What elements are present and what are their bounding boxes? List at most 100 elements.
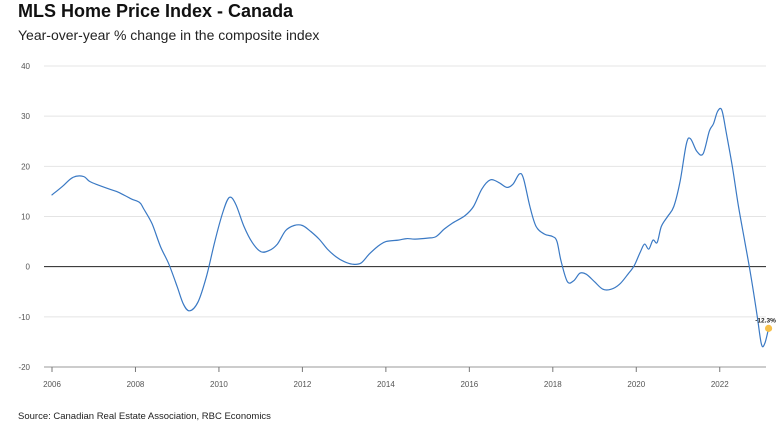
data-point [634, 265, 635, 266]
data-point [152, 223, 153, 224]
data-point [567, 281, 568, 282]
data-point [243, 226, 244, 227]
chart-title: MLS Home Price Index - Canada [18, 1, 294, 21]
x-tick-label: 2008 [127, 380, 145, 389]
source-note: Source: Canadian Real Estate Association… [18, 411, 271, 422]
y-axis-tick-labels: -20 -10 0 10 20 30 40 [18, 62, 30, 372]
data-point [406, 238, 407, 239]
data-point [679, 181, 680, 182]
data-point [229, 197, 230, 198]
data-point [561, 261, 562, 262]
data-point [506, 187, 507, 188]
data-point [197, 301, 198, 302]
y-tick-label: 20 [21, 162, 30, 171]
series-line [51, 107, 770, 348]
data-point [302, 225, 303, 226]
y-tick-label: 0 [26, 263, 31, 272]
data-point [83, 176, 84, 177]
x-tick-label: 2006 [43, 380, 61, 389]
data-point [696, 151, 697, 152]
data-point [644, 243, 645, 244]
latest-value-marker[interactable] [764, 324, 773, 332]
data-point [657, 242, 658, 243]
data-point [498, 182, 499, 183]
data-point [427, 237, 428, 238]
data-point [223, 211, 224, 212]
data-point [177, 286, 178, 287]
data-point [544, 233, 545, 234]
x-tick-label: 2016 [460, 380, 478, 389]
data-point [725, 131, 726, 132]
data-point [352, 264, 353, 265]
data-point [293, 225, 294, 226]
data-point [764, 343, 765, 344]
data-point [235, 203, 236, 204]
x-tick-label: 2020 [627, 380, 645, 389]
data-point [444, 228, 445, 229]
data-point [536, 226, 537, 227]
data-point [385, 241, 386, 242]
data-point [594, 281, 595, 282]
data-point [619, 284, 620, 285]
x-tick-label: 2022 [711, 380, 729, 389]
chart-subtitle: Year-over-year % change in the composite… [18, 27, 320, 43]
data-point [673, 206, 674, 207]
data-point [89, 181, 90, 182]
x-axis: 2006 2008 2010 2012 2014 2016 2018 2020 2022 [43, 366, 766, 389]
y-tick-label: -20 [18, 363, 30, 372]
data-point [713, 123, 714, 124]
data-point [465, 215, 466, 216]
data-point [513, 183, 514, 184]
data-point [110, 189, 111, 190]
data-point [586, 274, 587, 275]
data-point [435, 236, 436, 237]
data-point [667, 216, 668, 217]
x-tick-label: 2010 [210, 380, 228, 389]
data-point [761, 344, 762, 345]
data-point [277, 243, 278, 244]
data-point [686, 143, 687, 144]
data-point [139, 202, 140, 203]
data-point [552, 236, 553, 237]
data-point [344, 261, 345, 262]
data-point [72, 177, 73, 178]
data-point [721, 110, 722, 111]
data-point [318, 238, 319, 239]
data-point [738, 206, 739, 207]
data-point [602, 289, 603, 290]
data-point [652, 239, 653, 240]
data-point [268, 250, 269, 251]
data-point [709, 131, 710, 132]
data-point [750, 276, 751, 277]
data-point [490, 179, 491, 180]
data-point [523, 178, 524, 179]
data-point [62, 186, 63, 187]
x-tick-label: 2014 [377, 380, 395, 389]
data-point [310, 231, 311, 232]
latest-value-label: -12.3% [755, 317, 776, 324]
data-point [206, 276, 207, 277]
data-point [143, 208, 144, 209]
data-point [131, 198, 132, 199]
y-tick-label: 30 [21, 112, 30, 121]
data-point [285, 230, 286, 231]
y-tick-label: 10 [21, 213, 30, 222]
data-point [529, 206, 530, 207]
data-point [97, 184, 98, 185]
x-tick-label: 2018 [544, 380, 562, 389]
data-point [640, 251, 641, 252]
data-point [473, 206, 474, 207]
data-point [661, 226, 662, 227]
data-point [51, 194, 52, 195]
y-tick-label: 40 [21, 62, 30, 71]
gridlines [44, 65, 766, 368]
data-point [519, 173, 520, 174]
data-point [252, 242, 253, 243]
y-tick-label: -10 [18, 313, 30, 322]
data-point [369, 254, 370, 255]
data-point [214, 241, 215, 242]
data-point [732, 166, 733, 167]
data-point [579, 273, 580, 274]
data-point [160, 246, 161, 247]
data-point [183, 304, 184, 305]
